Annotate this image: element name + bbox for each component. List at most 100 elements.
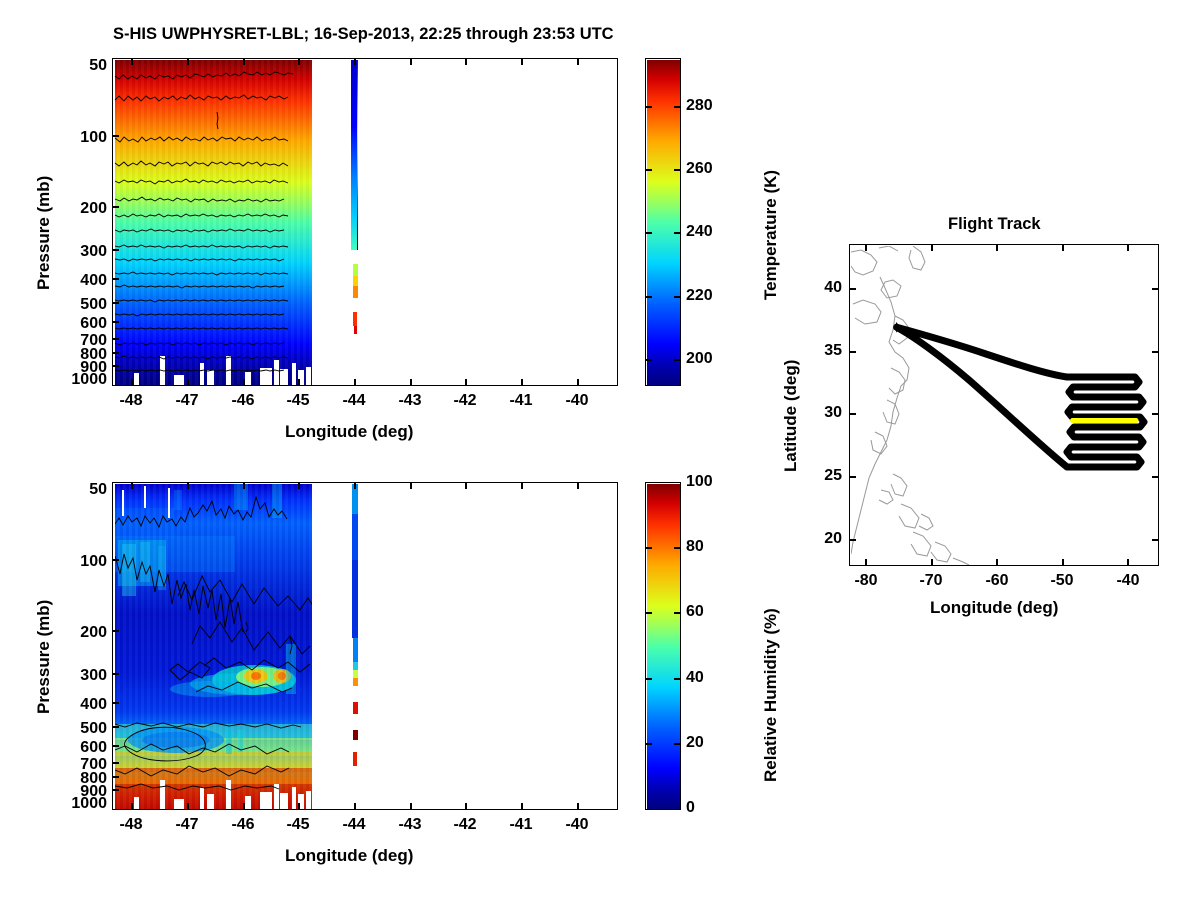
map-ytick-35: 35 — [824, 342, 842, 359]
colorbar-tickmark — [674, 678, 681, 680]
axis-tickmark — [521, 482, 523, 489]
temperature-cbtick-200: 200 — [686, 350, 713, 367]
axis-tickmark — [465, 379, 467, 386]
humidity-ytick-500: 500 — [80, 720, 107, 737]
axis-tickmark — [354, 58, 356, 65]
axis-tickmark — [577, 58, 579, 65]
humidity-xlabel: Longitude (deg) — [285, 846, 414, 865]
axis-tickmark — [410, 379, 412, 386]
map-tickmark — [931, 244, 933, 251]
axis-tickmark — [243, 482, 245, 489]
axis-tickmark — [131, 803, 133, 810]
flight-path-line — [892, 323, 1147, 470]
map-tickmark — [996, 559, 998, 566]
temperature-ytick-500: 500 — [80, 296, 107, 313]
axis-tickmark — [465, 482, 467, 489]
axis-tickmark — [243, 379, 245, 386]
temperature-heatmap — [114, 59, 358, 385]
humidity-ytick-50: 50 — [89, 481, 107, 498]
colorbar-tickmark — [645, 743, 652, 745]
temperature-ylabel: Pressure (mb) — [34, 175, 53, 290]
axis-tickmark — [112, 726, 119, 728]
map-xtick--40: -40 — [1116, 572, 1140, 589]
temperature-ytick-400: 400 — [80, 272, 107, 289]
map-xtick--50: -50 — [1050, 572, 1074, 589]
humidity-ytick-400: 400 — [80, 696, 107, 713]
axis-tickmark — [577, 482, 579, 489]
map-tickmark — [1152, 288, 1159, 290]
axis-tickmark — [112, 321, 119, 323]
temperature-cbtick-220: 220 — [686, 287, 713, 304]
axis-tickmark — [521, 58, 523, 65]
temperature-xtick--40: -40 — [565, 392, 589, 409]
temperature-ytick-50: 50 — [89, 57, 107, 74]
axis-tickmark — [465, 58, 467, 65]
axis-tickmark — [112, 702, 119, 704]
humidity-xtick--41: -41 — [509, 816, 533, 833]
map-ylabel: Latitude (deg) — [781, 359, 800, 472]
colorbar-tickmark — [674, 743, 681, 745]
humidity-ytick-900: 900 — [80, 783, 107, 800]
axis-tickmark — [112, 135, 119, 137]
humidity-ytick-600: 600 — [80, 739, 107, 756]
humidity-xtick--42: -42 — [453, 816, 477, 833]
temperature-xtick--45: -45 — [286, 392, 310, 409]
humidity-ytick-100: 100 — [80, 553, 107, 570]
colorbar-tickmark — [645, 547, 652, 549]
axis-tickmark — [112, 559, 119, 561]
colorbar-tickmark — [674, 359, 681, 361]
map-xtick--60: -60 — [985, 572, 1009, 589]
map-tickmark — [1152, 351, 1159, 353]
humidity-cbtick-0: 0 — [686, 799, 695, 816]
map-xtick--80: -80 — [854, 572, 878, 589]
temperature-colorbar-gradient — [646, 59, 680, 385]
axis-tickmark — [521, 803, 523, 810]
temperature-cbtick-280: 280 — [686, 97, 713, 114]
map-tickmark — [849, 288, 856, 290]
humidity-colorbar-gradient — [646, 483, 680, 809]
map-tickmark — [1152, 413, 1159, 415]
axis-tickmark — [112, 762, 119, 764]
axis-tickmark — [577, 803, 579, 810]
axis-tickmark — [354, 379, 356, 386]
map-ytick-20: 20 — [824, 530, 842, 547]
axis-tickmark — [298, 58, 300, 65]
map-tickmark — [1062, 244, 1064, 251]
map-tickmark — [865, 559, 867, 566]
humidity-cbtick-100: 100 — [686, 473, 713, 490]
axis-tickmark — [354, 803, 356, 810]
coastline-paths — [850, 245, 969, 565]
temperature-xtick--41: -41 — [509, 392, 533, 409]
colorbar-tickmark — [645, 296, 652, 298]
axis-tickmark — [112, 630, 119, 632]
humidity-xtick--46: -46 — [231, 816, 255, 833]
map-ytick-25: 25 — [824, 467, 842, 484]
axis-tickmark — [187, 482, 189, 489]
axis-tickmark — [112, 278, 119, 280]
axis-tickmark — [112, 789, 119, 791]
colorbar-tickmark — [674, 612, 681, 614]
temperature-colorbar-label: Temperature (K) — [761, 169, 780, 300]
map-tickmark — [849, 539, 856, 541]
map-tickmark — [1152, 476, 1159, 478]
axis-tickmark — [465, 803, 467, 810]
temperature-ytick-200: 200 — [80, 200, 107, 217]
axis-tickmark — [112, 352, 119, 354]
map-tickmark — [1127, 244, 1129, 251]
humidity-xtick--40: -40 — [565, 816, 589, 833]
humidity-ytick-700: 700 — [80, 756, 107, 773]
humidity-cbtick-80: 80 — [686, 538, 704, 555]
map-xtick--70: -70 — [919, 572, 943, 589]
axis-tickmark — [577, 379, 579, 386]
temperature-xlabel: Longitude (deg) — [285, 422, 414, 441]
humidity-colorbar-label: Relative Humidity (%) — [761, 608, 780, 782]
axis-tickmark — [131, 58, 133, 65]
axis-tickmark — [131, 482, 133, 489]
colorbar-tickmark — [645, 612, 652, 614]
map-tickmark — [849, 351, 856, 353]
map-tickmark — [849, 413, 856, 415]
map-tickmark — [1127, 559, 1129, 566]
axis-tickmark — [410, 482, 412, 489]
axis-tickmark — [131, 379, 133, 386]
humidity-ylabel: Pressure (mb) — [34, 599, 53, 714]
